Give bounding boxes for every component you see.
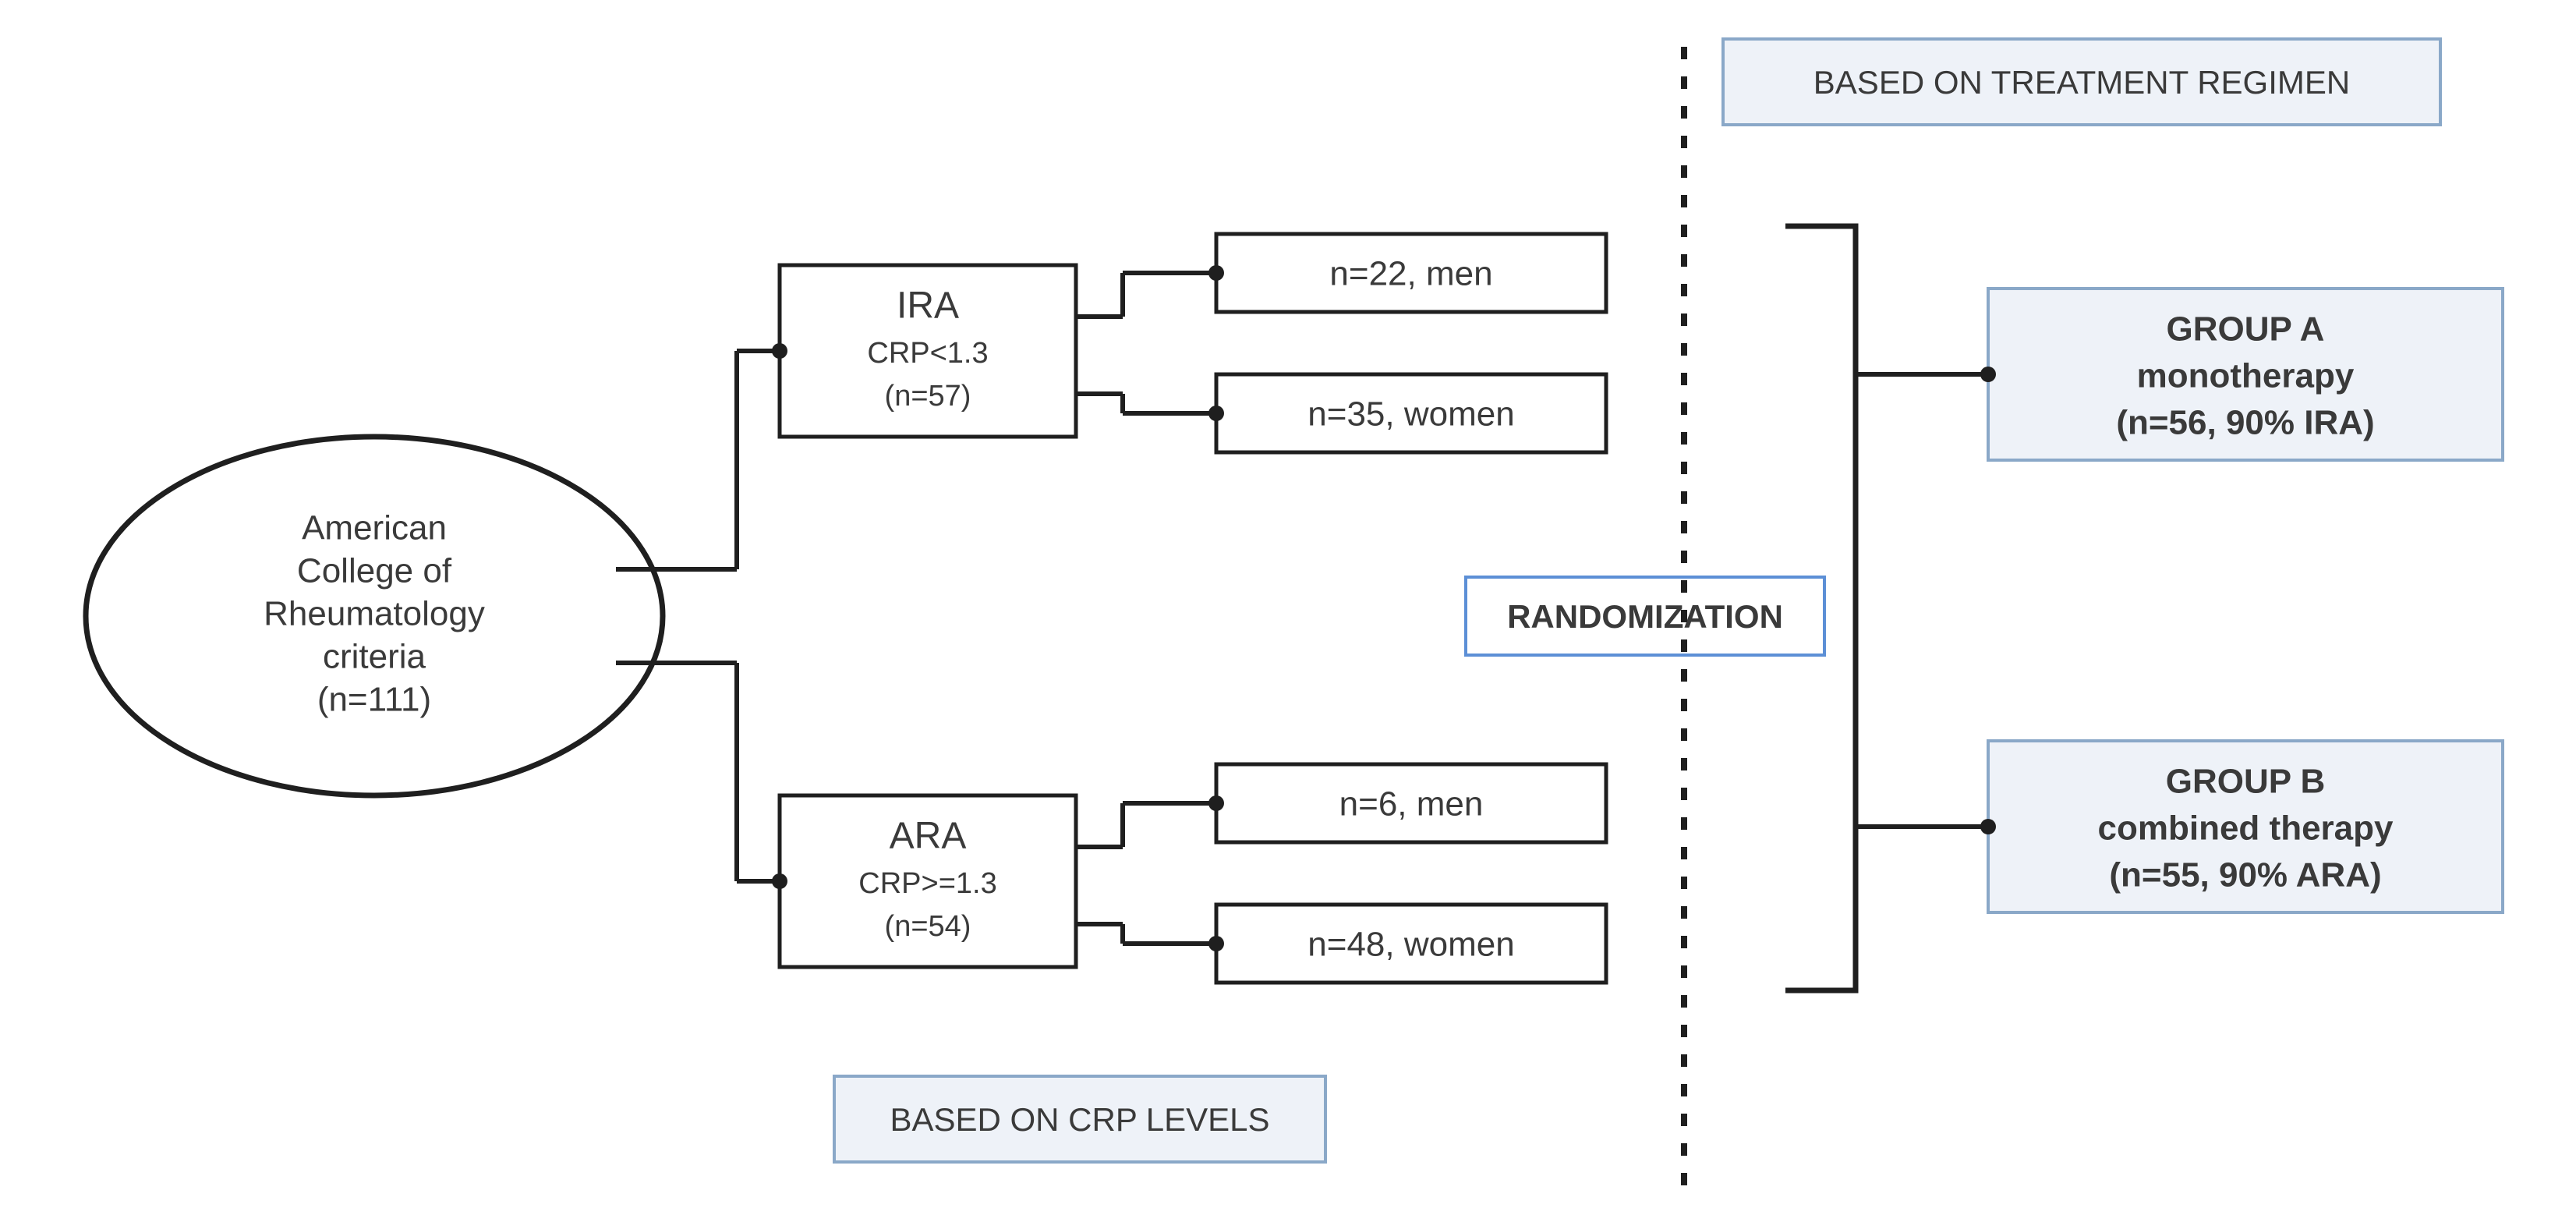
ira-box-sub1: CRP<1.3: [867, 337, 988, 370]
ara-women-box-label: n=48, women: [1307, 926, 1514, 964]
ira-box-sub2: (n=57): [885, 380, 971, 413]
ara-box-sub1: CRP>=1.3: [858, 867, 996, 900]
ara-men-box-label: n=6, men: [1339, 785, 1484, 824]
group-b-box-line1: GROUP B: [2166, 763, 2326, 801]
group-b-box-line3: (n=55, 90% ARA): [2109, 856, 2381, 894]
ira-box-title: IRA: [897, 285, 959, 327]
ara-box-title: ARA: [890, 816, 967, 857]
connector-endpoint: [1208, 265, 1224, 281]
ara-box-sub2: (n=54): [885, 910, 971, 943]
treatment-regimen-label-label: BASED ON TREATMENT REGIMEN: [1813, 64, 2350, 101]
flowchart-diagram: American College of Rheumatology criteria (n…: [0, 0, 2576, 1215]
connector-endpoint: [772, 873, 787, 889]
connector-endpoint: [1980, 819, 1996, 834]
connector-endpoint: [772, 343, 787, 359]
connector-endpoint: [1208, 406, 1224, 421]
start-ellipse-line: (n=111): [317, 681, 431, 719]
group-a-box-line1: GROUP A: [2167, 310, 2325, 349]
start-ellipse-line: College of: [297, 552, 452, 590]
group-b-box-line2: combined therapy: [2098, 809, 2394, 848]
ira-women-box-label: n=35, women: [1307, 395, 1514, 434]
crp-levels-label-label: BASED ON CRP LEVELS: [890, 1101, 1269, 1138]
randomization-label: RANDOMIZATION: [1507, 598, 1783, 635]
connector-endpoint: [1208, 795, 1224, 811]
connector-endpoint: [1980, 367, 1996, 382]
group-a-box-line2: monotherapy: [2137, 357, 2355, 395]
start-ellipse-line: American: [302, 509, 447, 547]
start-ellipse-line: Rheumatology: [264, 595, 485, 633]
start-ellipse-line: criteria: [323, 638, 426, 676]
group-a-box-line3: (n=56, 90% IRA): [2116, 404, 2374, 442]
connector-endpoint: [1208, 936, 1224, 951]
ira-men-box-label: n=22, men: [1329, 255, 1492, 293]
